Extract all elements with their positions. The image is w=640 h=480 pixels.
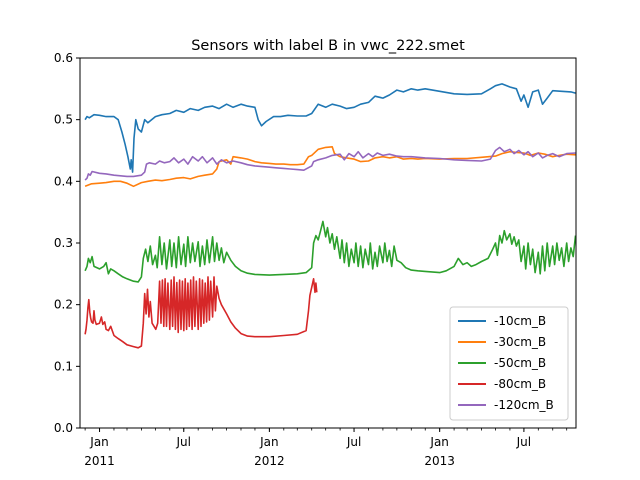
chart-title: Sensors with label B in vwc_222.smet [191, 38, 465, 54]
y-tick-label: 0.1 [54, 359, 73, 373]
plot-lines [84, 83, 577, 349]
x-tick-label: Jul [516, 435, 531, 449]
series-line-50cmb [84, 220, 577, 283]
y-tick-label: 0.4 [54, 174, 73, 188]
y-tick-label: 0.3 [54, 236, 73, 250]
x-axis: Jan 2011 Jul Jan 2012 Jul Jan 2013 Jul [84, 428, 568, 468]
legend-label-120cmb: -120cm_B [494, 398, 554, 412]
series-line-80cmb [84, 276, 318, 349]
x-tick-year-label: 2011 [84, 454, 115, 468]
x-tick-label: Jul [346, 435, 361, 449]
x-tick-year-label: 2012 [254, 454, 285, 468]
y-tick-label: 0.5 [54, 113, 73, 127]
y-tick-label: 0.6 [54, 51, 73, 65]
x-tick-label: Jan [89, 435, 109, 449]
legend-label-10cmb: -10cm_B [494, 314, 546, 328]
series-line-120cmb [84, 146, 576, 181]
legend-label-80cmb: -80cm_B [494, 377, 546, 391]
series-line-30cmb [84, 146, 576, 188]
x-tick-label: Jan [259, 435, 279, 449]
legend-box [449, 306, 569, 421]
series-line-10cmb [84, 83, 576, 173]
legend-label-50cmb: -50cm_B [494, 356, 546, 370]
y-tick-label: 0.0 [54, 421, 73, 435]
x-tick-label: Jul [176, 435, 191, 449]
y-axis: 0.0 0.1 0.2 0.3 0.4 0.5 0.6 [54, 51, 80, 435]
x-tick-year-label: 2013 [424, 454, 455, 468]
legend: -10cm_B -30cm_B -50cm_B -80cm_B -120cm_B [449, 306, 569, 421]
legend-label-30cmb: -30cm_B [494, 335, 546, 349]
y-tick-label: 0.2 [54, 298, 73, 312]
x-tick-label: Jan [429, 435, 449, 449]
